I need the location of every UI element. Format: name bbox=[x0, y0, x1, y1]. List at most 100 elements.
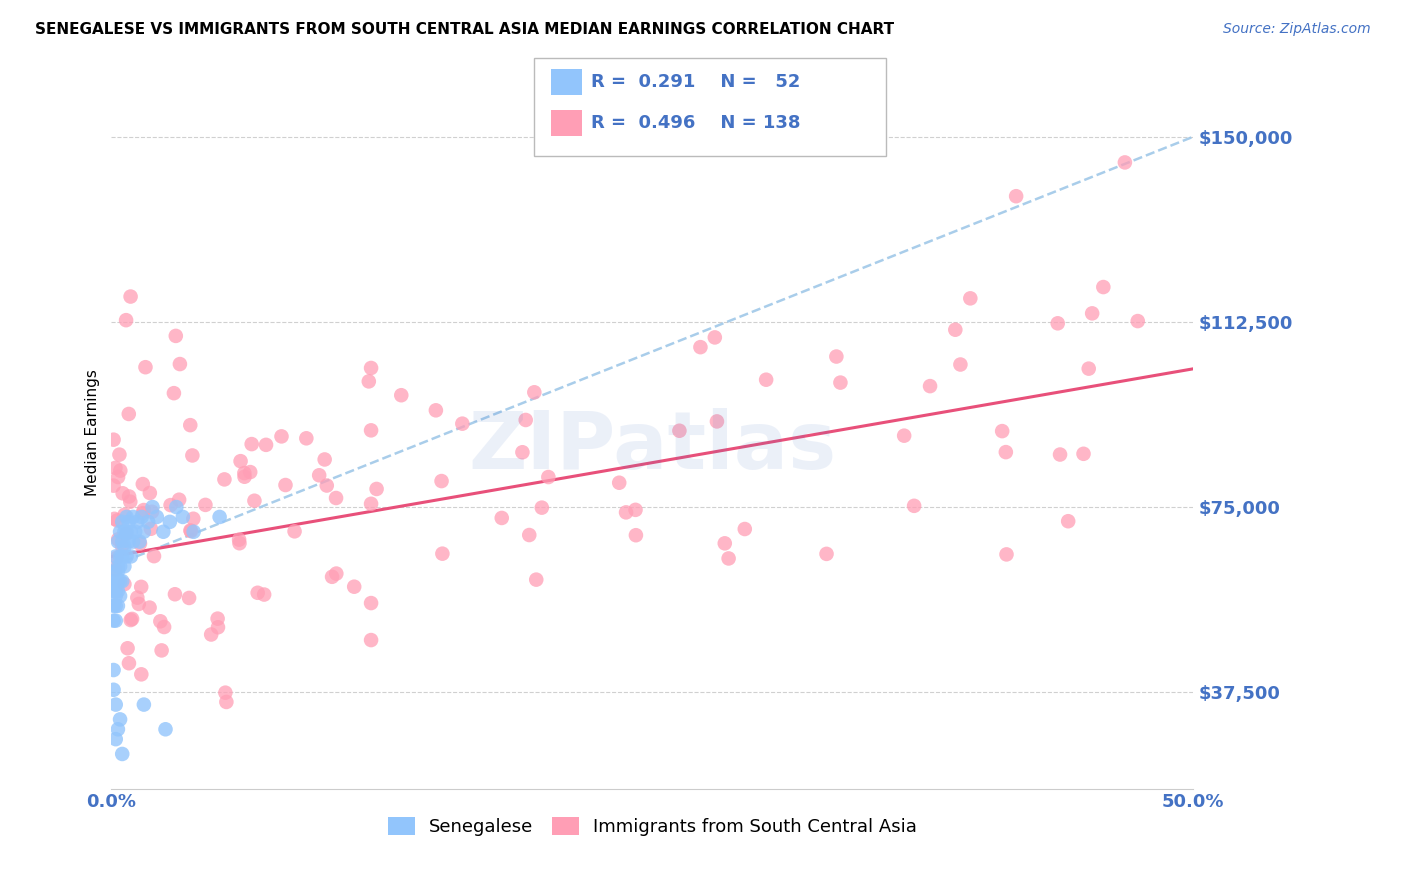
Point bbox=[103, 614, 125, 628]
Point bbox=[132, 698, 155, 712]
Point bbox=[149, 615, 172, 629]
Y-axis label: Median Earnings: Median Earnings bbox=[86, 369, 100, 497]
Point bbox=[127, 515, 149, 529]
Point bbox=[689, 340, 711, 354]
Point bbox=[120, 494, 142, 508]
Point bbox=[243, 493, 266, 508]
Point bbox=[103, 682, 125, 697]
Point bbox=[129, 580, 152, 594]
Point bbox=[360, 361, 382, 376]
Point bbox=[734, 522, 756, 536]
Point bbox=[107, 534, 129, 549]
Point bbox=[995, 548, 1018, 562]
Point bbox=[943, 323, 966, 337]
Point bbox=[163, 386, 186, 401]
Point bbox=[105, 550, 128, 565]
Point bbox=[115, 524, 138, 539]
Point bbox=[115, 313, 138, 327]
Point bbox=[828, 105, 851, 120]
Point bbox=[104, 584, 127, 599]
Point bbox=[425, 403, 447, 417]
Point bbox=[523, 385, 546, 400]
Point bbox=[624, 528, 647, 542]
Point bbox=[717, 551, 740, 566]
Point bbox=[167, 492, 190, 507]
Point bbox=[325, 491, 347, 505]
Point bbox=[128, 534, 150, 549]
Point bbox=[360, 423, 382, 437]
Point bbox=[1077, 361, 1099, 376]
Point bbox=[1057, 514, 1080, 528]
Point bbox=[118, 515, 141, 529]
Point bbox=[112, 577, 135, 591]
Point bbox=[624, 503, 647, 517]
Point bbox=[357, 375, 380, 389]
Point bbox=[172, 510, 194, 524]
Point bbox=[104, 549, 127, 564]
Point bbox=[108, 574, 131, 588]
Point bbox=[1114, 155, 1136, 169]
Point bbox=[343, 580, 366, 594]
Point bbox=[107, 533, 129, 547]
Point bbox=[668, 424, 690, 438]
Point bbox=[108, 524, 131, 539]
Point bbox=[139, 522, 162, 536]
Point bbox=[150, 643, 173, 657]
Point bbox=[107, 574, 129, 588]
Point bbox=[111, 574, 134, 588]
Point bbox=[132, 524, 155, 539]
Point bbox=[325, 566, 347, 581]
Point bbox=[360, 497, 382, 511]
Text: Source: ZipAtlas.com: Source: ZipAtlas.com bbox=[1223, 22, 1371, 37]
Point bbox=[105, 513, 128, 527]
Point bbox=[118, 657, 141, 671]
Point bbox=[713, 536, 735, 550]
Point bbox=[830, 376, 852, 390]
Point bbox=[107, 723, 129, 737]
Point bbox=[215, 695, 238, 709]
Point bbox=[120, 613, 142, 627]
Point bbox=[152, 524, 174, 539]
Point bbox=[451, 417, 474, 431]
Point bbox=[165, 329, 187, 343]
Point bbox=[155, 723, 177, 737]
Point bbox=[163, 587, 186, 601]
Point bbox=[314, 452, 336, 467]
Point bbox=[104, 589, 127, 603]
Point bbox=[128, 597, 150, 611]
Point bbox=[146, 510, 169, 524]
Point bbox=[181, 449, 204, 463]
Point bbox=[233, 466, 256, 480]
Point bbox=[132, 477, 155, 491]
Point bbox=[104, 614, 127, 628]
Point bbox=[253, 588, 276, 602]
Point bbox=[491, 511, 513, 525]
Point bbox=[517, 528, 540, 542]
Point bbox=[104, 563, 127, 577]
Point bbox=[515, 413, 537, 427]
Point bbox=[169, 357, 191, 371]
Point bbox=[181, 512, 204, 526]
Point bbox=[524, 573, 547, 587]
Point bbox=[240, 437, 263, 451]
Point bbox=[918, 379, 941, 393]
Point bbox=[104, 574, 127, 588]
Point bbox=[153, 620, 176, 634]
Point bbox=[107, 584, 129, 599]
Point bbox=[115, 549, 138, 564]
Point bbox=[104, 599, 127, 613]
Text: R =  0.496    N = 138: R = 0.496 N = 138 bbox=[591, 114, 800, 132]
Point bbox=[131, 510, 153, 524]
Point bbox=[239, 465, 262, 479]
Point bbox=[432, 547, 454, 561]
Point bbox=[111, 747, 134, 761]
Point bbox=[614, 505, 637, 519]
Point bbox=[103, 584, 125, 599]
Point bbox=[530, 500, 553, 515]
Point bbox=[165, 500, 187, 514]
Point bbox=[208, 510, 231, 524]
Point bbox=[512, 445, 534, 459]
Point bbox=[270, 429, 292, 443]
Point bbox=[994, 445, 1017, 459]
Point bbox=[991, 424, 1014, 438]
